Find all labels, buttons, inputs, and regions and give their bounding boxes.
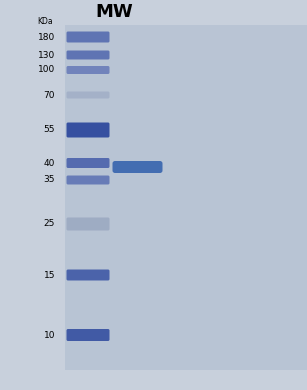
Text: 25: 25 (44, 220, 55, 229)
Text: 10: 10 (44, 330, 55, 340)
FancyBboxPatch shape (67, 269, 110, 280)
Text: MW: MW (95, 3, 133, 21)
Text: 15: 15 (44, 271, 55, 280)
FancyBboxPatch shape (67, 50, 110, 60)
FancyBboxPatch shape (67, 176, 110, 184)
FancyBboxPatch shape (65, 25, 307, 370)
Text: 55: 55 (44, 126, 55, 135)
Text: 35: 35 (44, 176, 55, 184)
Text: 100: 100 (38, 66, 55, 74)
FancyBboxPatch shape (67, 92, 110, 99)
FancyBboxPatch shape (67, 122, 110, 138)
Text: 70: 70 (44, 90, 55, 99)
Text: 40: 40 (44, 158, 55, 167)
FancyBboxPatch shape (67, 329, 110, 341)
Text: KDa: KDa (37, 18, 53, 27)
FancyBboxPatch shape (0, 0, 307, 25)
FancyBboxPatch shape (67, 218, 110, 230)
FancyBboxPatch shape (67, 158, 110, 168)
Text: 180: 180 (38, 32, 55, 41)
Text: 130: 130 (38, 50, 55, 60)
FancyBboxPatch shape (112, 161, 162, 173)
FancyBboxPatch shape (67, 32, 110, 43)
FancyBboxPatch shape (67, 66, 110, 74)
